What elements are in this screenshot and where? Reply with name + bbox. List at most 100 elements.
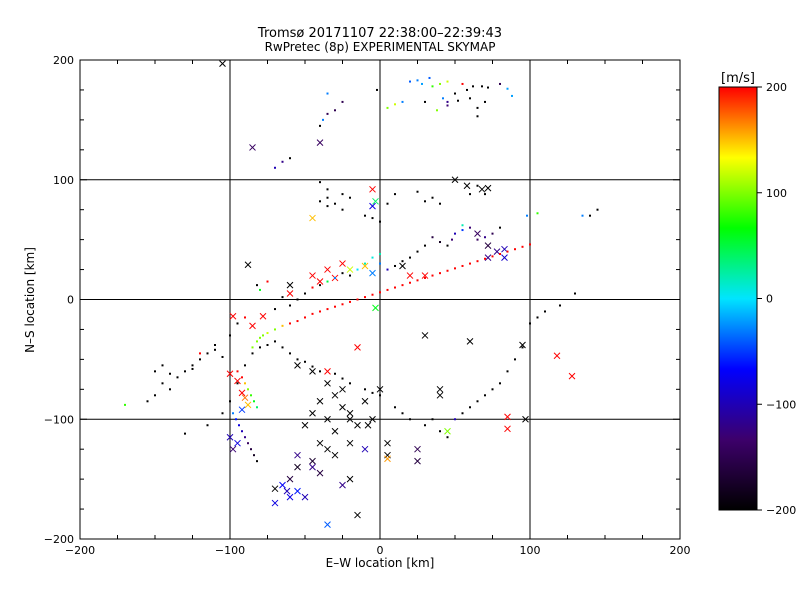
data-point-dot (281, 346, 284, 349)
data-point-cross (463, 182, 471, 190)
data-point-dot (386, 202, 389, 205)
data-point-cross (331, 451, 339, 459)
data-point-dot (221, 412, 224, 415)
data-point-dot (281, 324, 284, 327)
data-point-cross (324, 266, 331, 273)
data-point-dot (469, 193, 471, 196)
data-point-cross (504, 425, 511, 433)
data-point-dot (442, 97, 444, 100)
data-point-cross (244, 261, 252, 269)
y-axis-label: N–S location [km] (23, 247, 37, 353)
data-point-dot (451, 238, 453, 241)
data-point-cross (421, 272, 429, 279)
data-point-dot (259, 336, 261, 339)
data-point-dot (439, 241, 441, 244)
data-point-dot (394, 103, 396, 106)
data-point-dot (235, 418, 237, 421)
data-point-cross (294, 451, 301, 459)
data-point-dot (266, 344, 269, 347)
data-point-dot (356, 268, 359, 271)
data-point-cross (553, 352, 561, 360)
data-point-dot (439, 202, 441, 205)
data-point-dot (409, 418, 411, 421)
data-point-cross (436, 391, 444, 399)
data-point-dot (386, 288, 389, 291)
data-point-dot (326, 280, 329, 283)
data-point-dot (379, 220, 381, 223)
data-point-dot (364, 262, 366, 265)
data-point-dot (472, 85, 474, 88)
data-point-dot (274, 340, 276, 343)
data-point-cross (376, 385, 384, 393)
data-point-cross (346, 266, 354, 273)
data-point-dot (176, 376, 179, 379)
data-point-dot (589, 214, 591, 217)
x-tick-label: 0 (377, 544, 384, 557)
data-point-dot (499, 252, 501, 255)
data-point-dot (499, 382, 501, 385)
data-point-cross (283, 487, 291, 495)
data-point-dot (506, 370, 509, 373)
data-point-dot (446, 100, 449, 103)
data-point-dot (446, 80, 449, 83)
data-point-dot (256, 284, 258, 287)
data-point-dot (469, 97, 471, 100)
data-point-cross (436, 385, 444, 393)
data-point-dot (244, 436, 246, 439)
data-point-dot (386, 106, 389, 109)
data-point-dot (409, 256, 411, 259)
data-point-dot (476, 106, 479, 109)
data-point-cross (369, 415, 376, 423)
data-point-dot (484, 236, 486, 239)
data-point-dot (356, 298, 359, 301)
data-point-dot (491, 232, 494, 235)
x-tick-label: 200 (670, 544, 691, 557)
colorbar-tick-label: 200 (766, 81, 787, 94)
data-point-dot (266, 332, 269, 335)
colorbar: 200 100 0 −100 −200 (718, 81, 796, 517)
data-point-dot (326, 92, 329, 95)
data-point-dot (253, 400, 255, 403)
data-point-dot (349, 274, 351, 277)
data-point-dot (296, 320, 299, 323)
data-point-dot (296, 358, 299, 361)
data-point-dot (371, 217, 374, 220)
data-point-dot (439, 272, 441, 275)
data-point-dot (251, 346, 254, 349)
colorbar-tick-label: 100 (766, 187, 787, 200)
data-point-dot (428, 76, 431, 79)
data-point-dot (484, 193, 486, 196)
data-point-dot (206, 352, 209, 355)
data-point-cross (414, 457, 421, 465)
data-point-cross (286, 281, 294, 289)
data-point-cross (361, 445, 369, 453)
data-point-dot (214, 344, 216, 347)
data-point-dot (371, 293, 374, 296)
data-point-dot (439, 430, 441, 433)
data-point-cross (501, 254, 508, 261)
data-point-cross (504, 413, 511, 421)
data-point-cross (234, 439, 241, 447)
data-point-dot (169, 388, 171, 391)
data-point-cross (219, 60, 226, 67)
data-point-dot (364, 388, 366, 391)
data-point-dot (364, 296, 366, 299)
data-point-dot (161, 364, 164, 367)
data-point-dot (319, 310, 321, 313)
data-point-dot (466, 88, 468, 91)
data-point-cross (484, 184, 492, 192)
data-point-dot (304, 360, 306, 363)
data-point-dot (221, 355, 224, 358)
colorbar-tick-label: −200 (766, 504, 796, 517)
data-point-dot (559, 304, 561, 307)
data-point-dot (289, 322, 291, 325)
data-point-dot (304, 292, 306, 295)
data-point-dot (169, 372, 171, 375)
data-point-dot (341, 100, 344, 103)
data-point-dot (431, 418, 434, 421)
data-point-dot (262, 334, 264, 337)
data-point-dot (481, 85, 483, 88)
data-point-dot (296, 298, 299, 301)
data-point-dot (484, 394, 486, 397)
y-tick-label: 200 (53, 54, 74, 67)
